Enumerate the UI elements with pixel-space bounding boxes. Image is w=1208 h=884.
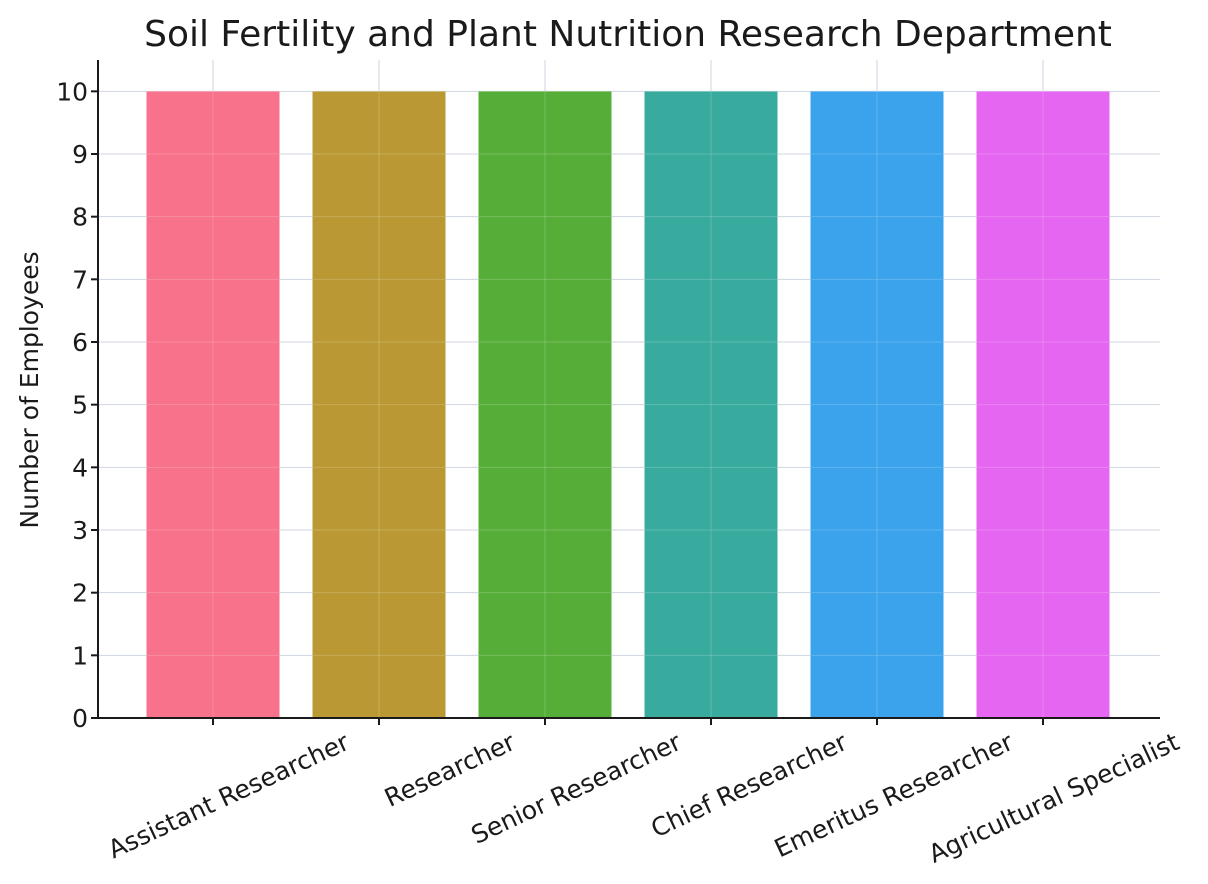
bars xyxy=(146,90,1110,719)
y-tick-label: 6 xyxy=(72,328,88,357)
chart-title: Soil Fertility and Plant Nutrition Resea… xyxy=(144,14,1112,55)
y-tick-label: 3 xyxy=(72,516,88,545)
axes xyxy=(97,60,1160,719)
y-axis-label: Number of Employees xyxy=(15,251,44,528)
y-tick-label: 1 xyxy=(72,641,88,670)
x-tick-label: Assistant Researcher xyxy=(104,727,355,864)
bar xyxy=(976,91,1110,719)
y-tick-label: 2 xyxy=(72,579,88,608)
bar xyxy=(312,91,446,719)
bar xyxy=(146,91,280,719)
bar xyxy=(478,91,612,719)
x-tick-label: Researcher xyxy=(380,727,520,813)
y-tick-labels: 0 1 2 3 4 5 6 7 8 9 10 xyxy=(56,77,98,733)
y-tick-label: 9 xyxy=(72,140,88,169)
y-tick-label: 0 xyxy=(72,704,88,733)
y-tick-label: 5 xyxy=(72,391,88,420)
y-tick-label: 8 xyxy=(72,203,88,232)
y-tick-label: 4 xyxy=(72,453,88,482)
bar xyxy=(644,91,778,719)
y-tick-label: 10 xyxy=(56,77,88,106)
bar xyxy=(810,91,944,719)
y-tick-label: 7 xyxy=(72,265,88,294)
